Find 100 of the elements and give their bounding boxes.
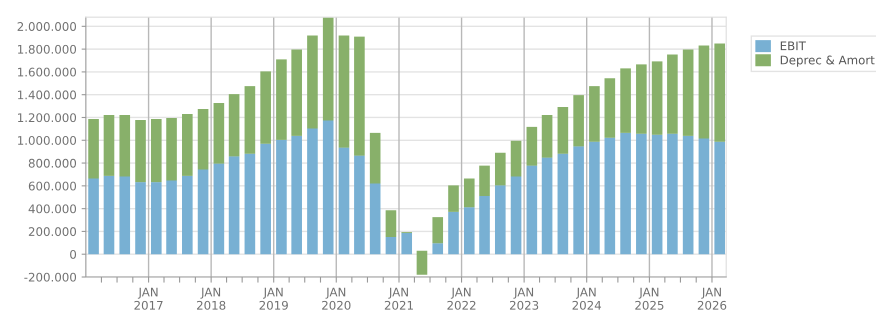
bar — [214, 164, 224, 254]
bar — [150, 182, 162, 254]
bar — [589, 86, 600, 142]
bar — [291, 136, 302, 254]
bar — [260, 71, 271, 144]
bar — [88, 178, 99, 254]
bar — [620, 132, 631, 254]
bar — [448, 212, 459, 254]
bar — [276, 140, 287, 254]
bar — [260, 144, 271, 254]
bar — [386, 237, 396, 254]
bar — [166, 180, 177, 254]
bar — [338, 148, 350, 254]
bar — [244, 86, 256, 154]
bar — [636, 134, 647, 254]
bar — [291, 49, 302, 136]
y-tick-label: 200.000 — [28, 227, 76, 236]
bar — [714, 44, 726, 142]
bar — [370, 132, 380, 184]
bar — [214, 103, 224, 164]
bar — [698, 138, 710, 254]
bar — [542, 114, 552, 158]
bar — [652, 61, 662, 135]
bar — [510, 140, 522, 177]
bar — [620, 68, 631, 133]
bar — [589, 142, 600, 254]
bar — [307, 36, 318, 129]
bar — [322, 120, 334, 254]
bar — [198, 170, 208, 254]
y-tick-label: 600.000 — [28, 182, 76, 191]
bar — [228, 94, 240, 156]
bar — [182, 114, 193, 176]
bar — [510, 176, 522, 254]
bar — [698, 45, 710, 138]
bar — [714, 142, 726, 254]
bar — [416, 250, 428, 275]
y-tick-label: 1.800.000 — [18, 44, 76, 54]
legend-label: EBIT — [780, 42, 806, 50]
bar — [494, 152, 506, 186]
x-tick-label: JAN 2025 — [635, 288, 664, 310]
bar — [667, 54, 678, 134]
bar — [448, 185, 459, 212]
x-tick-label: JAN 2024 — [572, 288, 602, 310]
bar — [636, 64, 647, 134]
legend-label: Deprec & Amort — [780, 56, 875, 67]
bar — [135, 182, 146, 254]
bar — [682, 49, 694, 136]
bar — [198, 109, 208, 170]
bar — [150, 118, 162, 182]
x-tick-label: JAN 2021 — [384, 288, 413, 310]
bar — [682, 136, 694, 254]
bar — [88, 118, 99, 178]
y-tick-label: 2.000.000 — [18, 22, 76, 31]
bar — [401, 233, 412, 254]
bar — [104, 114, 114, 176]
x-tick-label: JAN 2022 — [447, 288, 476, 310]
bar — [542, 158, 552, 254]
bar — [432, 217, 444, 244]
bar — [494, 185, 506, 254]
y-tick-label: 800.000 — [28, 158, 76, 168]
bar — [135, 120, 146, 182]
bar — [119, 176, 130, 254]
bar — [166, 118, 177, 180]
x-tick-label: JAN 2020 — [322, 288, 351, 310]
bar — [338, 36, 350, 148]
bar — [182, 176, 193, 254]
bar — [307, 128, 318, 254]
bar — [558, 107, 568, 154]
bar — [119, 114, 130, 177]
bar — [573, 95, 584, 146]
bar — [604, 78, 616, 138]
y-tick-label: 1.400.000 — [18, 90, 76, 100]
x-tick-label: JAN 2017 — [134, 288, 163, 310]
y-tick-label: 1.000.000 — [18, 136, 76, 145]
bar — [244, 154, 256, 254]
bar — [667, 134, 678, 254]
y-tick-label: 1.600.000 — [18, 68, 76, 77]
y-tick-label: 1.200.000 — [18, 113, 76, 122]
bar — [104, 176, 114, 254]
bar — [558, 154, 568, 254]
bar — [526, 166, 538, 254]
bar — [370, 183, 380, 254]
x-tick-label: JAN 2019 — [260, 288, 288, 310]
bar — [276, 59, 287, 140]
bar — [386, 210, 396, 238]
bar — [228, 156, 240, 254]
bar — [322, 18, 334, 121]
bar — [604, 138, 616, 254]
bar — [652, 134, 662, 254]
bar — [354, 156, 365, 254]
y-tick-label: 400.000 — [28, 204, 76, 214]
y-tick-label: -200.000 — [24, 272, 76, 282]
bar — [479, 196, 490, 254]
bar — [573, 146, 584, 254]
x-tick-label: JAN 2018 — [196, 288, 226, 310]
bar — [479, 166, 490, 196]
y-tick-label: 0 — [70, 250, 76, 259]
bar — [464, 207, 475, 254]
bar — [354, 36, 365, 156]
bar — [526, 126, 538, 166]
